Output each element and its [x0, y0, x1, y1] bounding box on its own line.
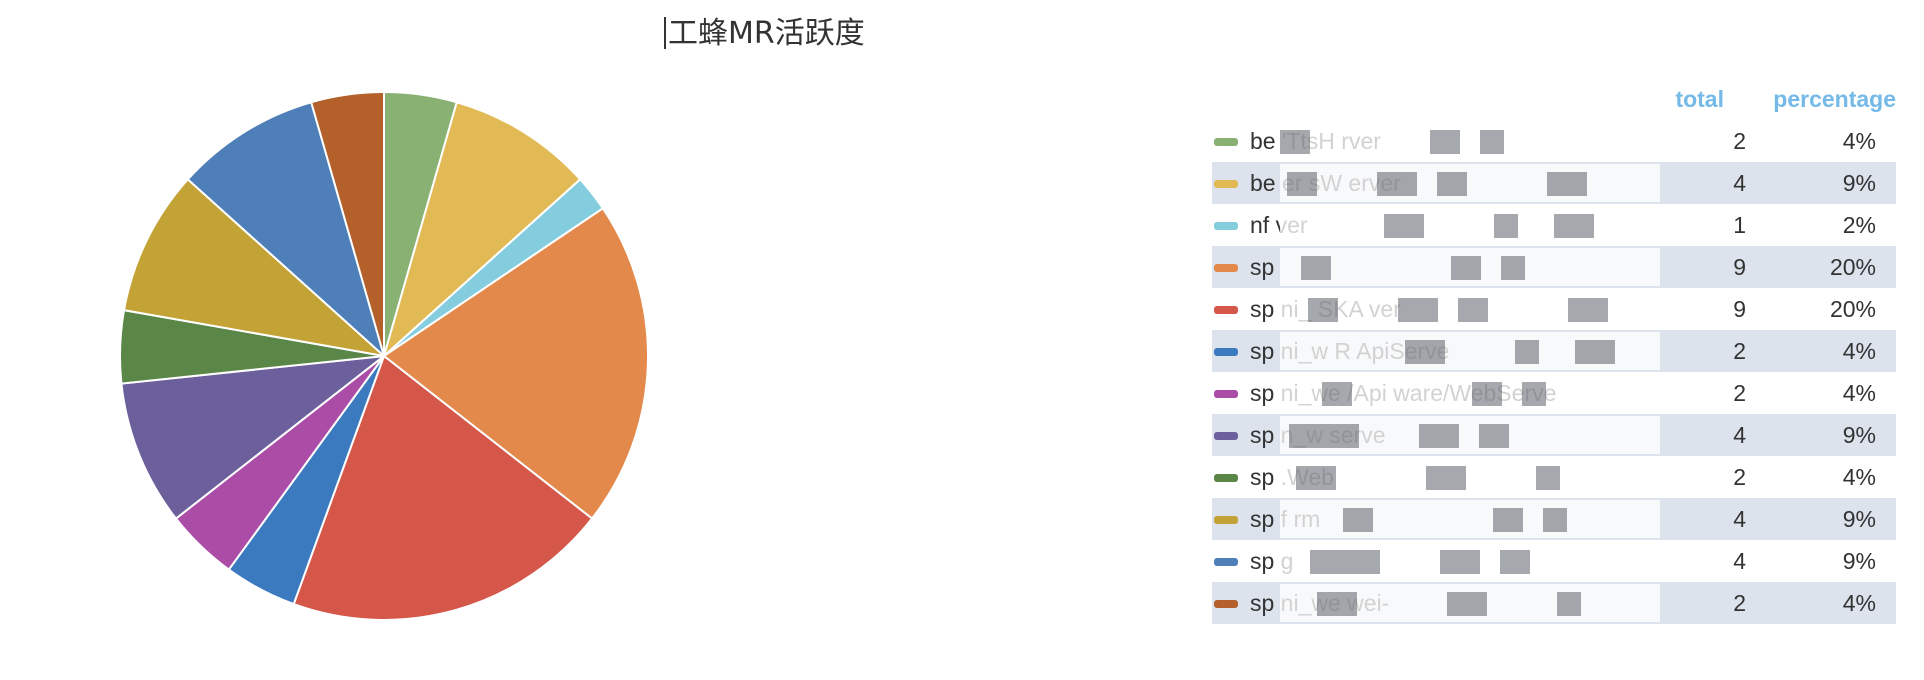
redaction-mask — [1280, 164, 1660, 202]
legend-row[interactable]: sp n_w serve49% — [1212, 414, 1896, 456]
header-total: total — [1675, 86, 1724, 112]
legend-total: 2 — [1733, 338, 1746, 364]
legend-total: 2 — [1733, 590, 1746, 616]
redaction-mask — [1280, 374, 1660, 412]
legend-swatch — [1214, 264, 1238, 272]
redaction-mask — [1280, 290, 1660, 328]
redaction-mask — [1280, 122, 1660, 160]
pie-slice-12[interactable] — [309, 90, 385, 357]
legend-swatch — [1214, 474, 1238, 482]
legend-total: 2 — [1733, 380, 1746, 406]
legend-row[interactable]: sp ni_we /Api ware/WebServe24% — [1212, 372, 1896, 414]
chart-title: 工蜂MR活跃度 — [664, 8, 865, 52]
legend-percentage: 20% — [1829, 296, 1876, 322]
legend-total: 4 — [1733, 548, 1746, 574]
legend-swatch — [1214, 348, 1238, 356]
legend-swatch — [1214, 222, 1238, 230]
legend-percentage: 9% — [1842, 422, 1876, 448]
legend-percentage: 4% — [1842, 380, 1876, 406]
redaction-mask — [1280, 332, 1660, 370]
legend-row[interactable]: be 'TtsH rver24% — [1212, 120, 1896, 162]
redaction-mask — [1280, 416, 1660, 454]
legend-total: 1 — [1733, 212, 1746, 238]
legend-swatch — [1214, 390, 1238, 398]
legend-total: 4 — [1733, 170, 1746, 196]
legend-total: 9 — [1733, 254, 1746, 280]
redaction-mask — [1280, 206, 1660, 244]
legend-percentage: 4% — [1842, 128, 1876, 154]
text-caret — [664, 17, 666, 49]
legend-swatch — [1214, 432, 1238, 440]
legend-total: 4 — [1733, 506, 1746, 532]
legend-swatch — [1214, 306, 1238, 314]
legend-row[interactable]: sp f rm49% — [1212, 498, 1896, 540]
legend-swatch — [1214, 180, 1238, 188]
redaction-mask — [1280, 584, 1660, 622]
legend-percentage: 2% — [1842, 212, 1876, 238]
pie-slice-11[interactable] — [186, 100, 386, 360]
legend-row[interactable]: be er sW erver49% — [1212, 162, 1896, 204]
pie-slice-2[interactable] — [382, 100, 582, 360]
legend-rows: be 'TtsH rver24%be er sW erver49%nf ver1… — [1212, 120, 1896, 624]
legend-percentage: 9% — [1842, 548, 1876, 574]
legend-row[interactable]: sp ni_we wei-24% — [1212, 582, 1896, 624]
legend-row[interactable]: sp ni_ SKA ver920% — [1212, 288, 1896, 330]
legend-total: 4 — [1733, 422, 1746, 448]
legend-label: sp — [1250, 254, 1275, 280]
pie-slice-8[interactable] — [120, 354, 388, 520]
redaction-mask — [1280, 542, 1660, 580]
legend-table: total percentage be 'TtsH rver24%be er s… — [1212, 82, 1896, 624]
legend-row[interactable]: sp .Web24% — [1212, 456, 1896, 498]
legend-row[interactable]: nf ver 1 2% — [1212, 204, 1896, 246]
legend-swatch — [1214, 558, 1238, 566]
pie-chart — [119, 90, 649, 621]
legend-row[interactable]: sp g 4 9% — [1212, 540, 1896, 582]
redaction-mask — [1280, 500, 1660, 538]
legend-header: total percentage — [1212, 82, 1896, 120]
legend-row[interactable]: sp 9 20% — [1212, 246, 1896, 288]
pie-slice-10[interactable] — [122, 177, 388, 358]
legend-row[interactable]: sp ni_w R ApiServe24% — [1212, 330, 1896, 372]
header-percentage: percentage — [1773, 86, 1896, 112]
legend-percentage: 9% — [1842, 170, 1876, 196]
legend-total: 2 — [1733, 128, 1746, 154]
pie-slice-5[interactable] — [292, 354, 594, 621]
legend-total: 9 — [1733, 296, 1746, 322]
legend-swatch — [1214, 516, 1238, 524]
legend-total: 2 — [1733, 464, 1746, 490]
legend-percentage: 4% — [1842, 338, 1876, 364]
legend-percentage: 4% — [1842, 464, 1876, 490]
redaction-mask — [1280, 458, 1660, 496]
legend-swatch — [1214, 600, 1238, 608]
legend-percentage: 20% — [1829, 254, 1876, 280]
pie-slice-4[interactable] — [382, 206, 649, 520]
legend-swatch — [1214, 138, 1238, 146]
legend-percentage: 9% — [1842, 506, 1876, 532]
legend-percentage: 4% — [1842, 590, 1876, 616]
chart-title-text: 工蜂MR活跃度 — [668, 16, 865, 51]
redaction-mask — [1280, 248, 1660, 286]
